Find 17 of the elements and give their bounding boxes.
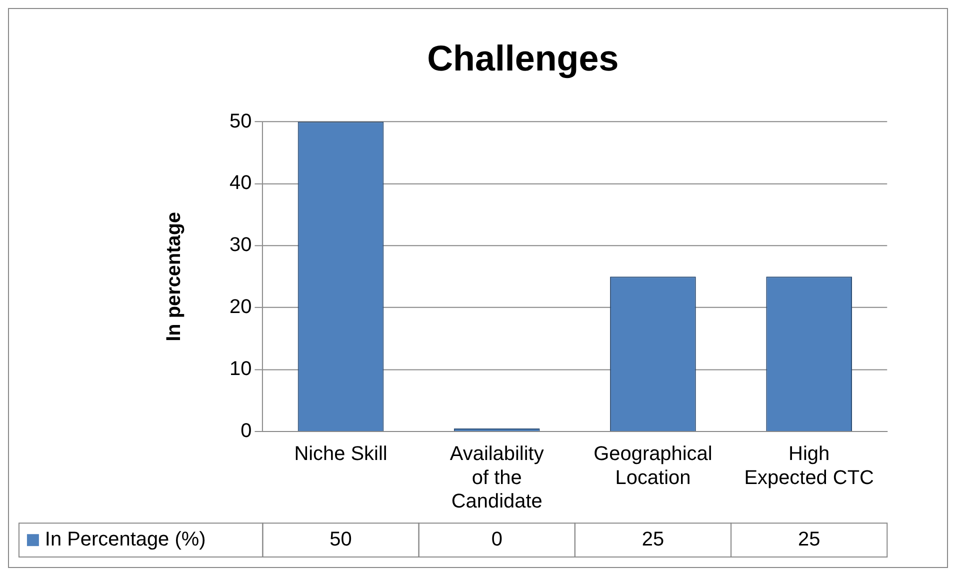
x-tick-label: High Expected CTC bbox=[744, 442, 874, 489]
x-tick-label: Availability of the Candidate bbox=[450, 442, 544, 513]
data-label: 25 bbox=[798, 528, 820, 551]
data-label: 50 bbox=[330, 528, 352, 551]
y-tick-label: 10 bbox=[230, 358, 252, 380]
data-label: 25 bbox=[642, 528, 664, 551]
y-tick-label: 20 bbox=[230, 296, 252, 318]
legend-label: In Percentage (%) bbox=[44, 528, 206, 551]
x-tick-label: Geographical Location bbox=[594, 442, 712, 489]
y-tick-label: 50 bbox=[230, 110, 252, 132]
y-tick-label: 40 bbox=[230, 172, 252, 194]
data-label: 0 bbox=[491, 528, 502, 551]
chart-title: Challenges bbox=[427, 38, 619, 78]
y-tick-label: 0 bbox=[240, 420, 252, 442]
y-tick-label: 30 bbox=[230, 234, 252, 256]
y-axis-title: In percentage bbox=[163, 212, 186, 342]
x-tick-label: Niche Skill bbox=[294, 442, 388, 465]
